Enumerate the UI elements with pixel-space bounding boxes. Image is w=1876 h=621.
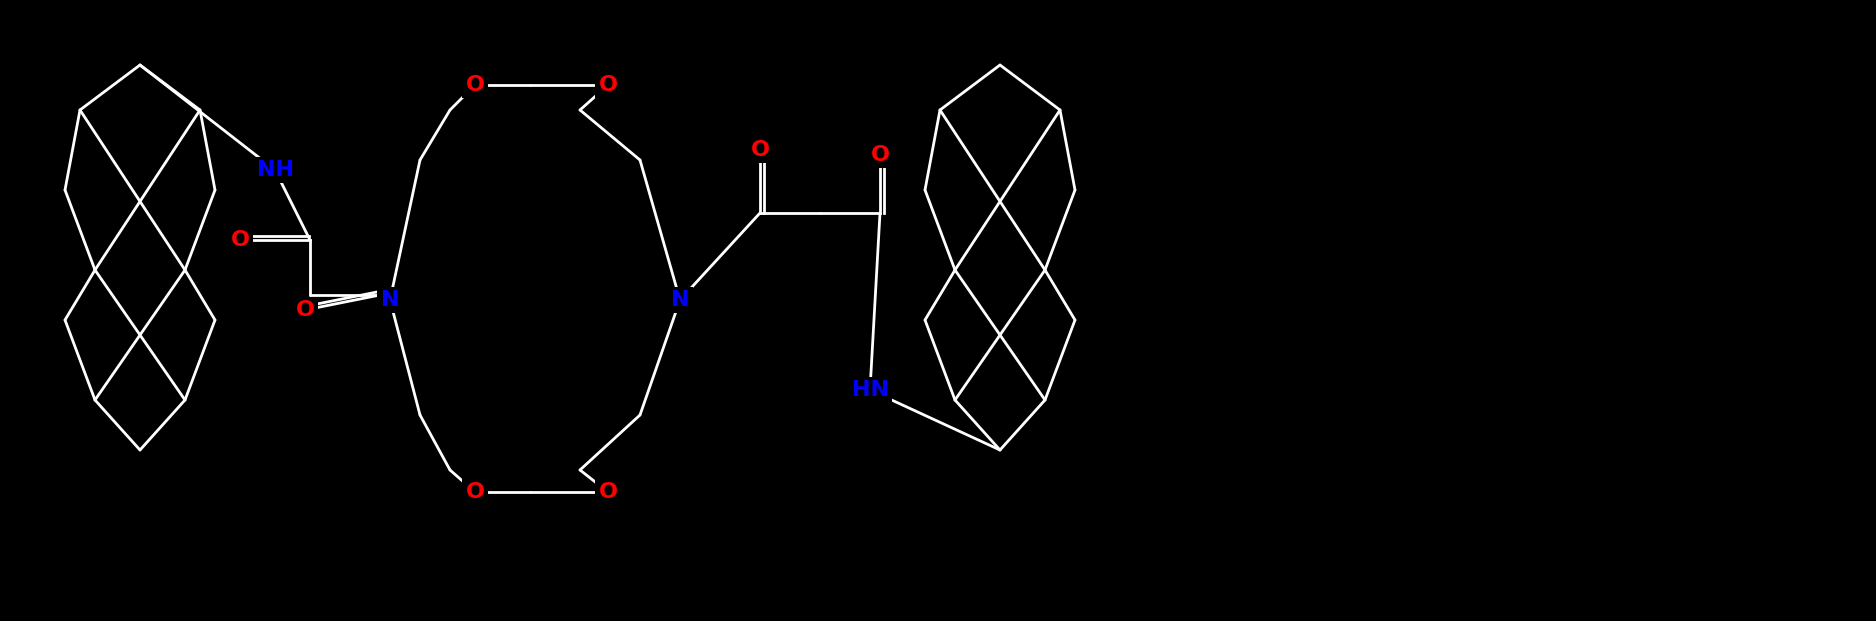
Text: NH: NH (257, 160, 293, 180)
Text: O: O (231, 230, 250, 250)
Text: O: O (598, 75, 617, 95)
Text: N: N (381, 290, 400, 310)
Text: O: O (750, 140, 769, 160)
Text: N: N (672, 290, 688, 310)
Text: HN: HN (852, 380, 889, 400)
Text: O: O (465, 75, 484, 95)
Text: O: O (870, 145, 889, 165)
Text: O: O (598, 482, 617, 502)
Text: O: O (465, 482, 484, 502)
Text: O: O (296, 300, 315, 320)
